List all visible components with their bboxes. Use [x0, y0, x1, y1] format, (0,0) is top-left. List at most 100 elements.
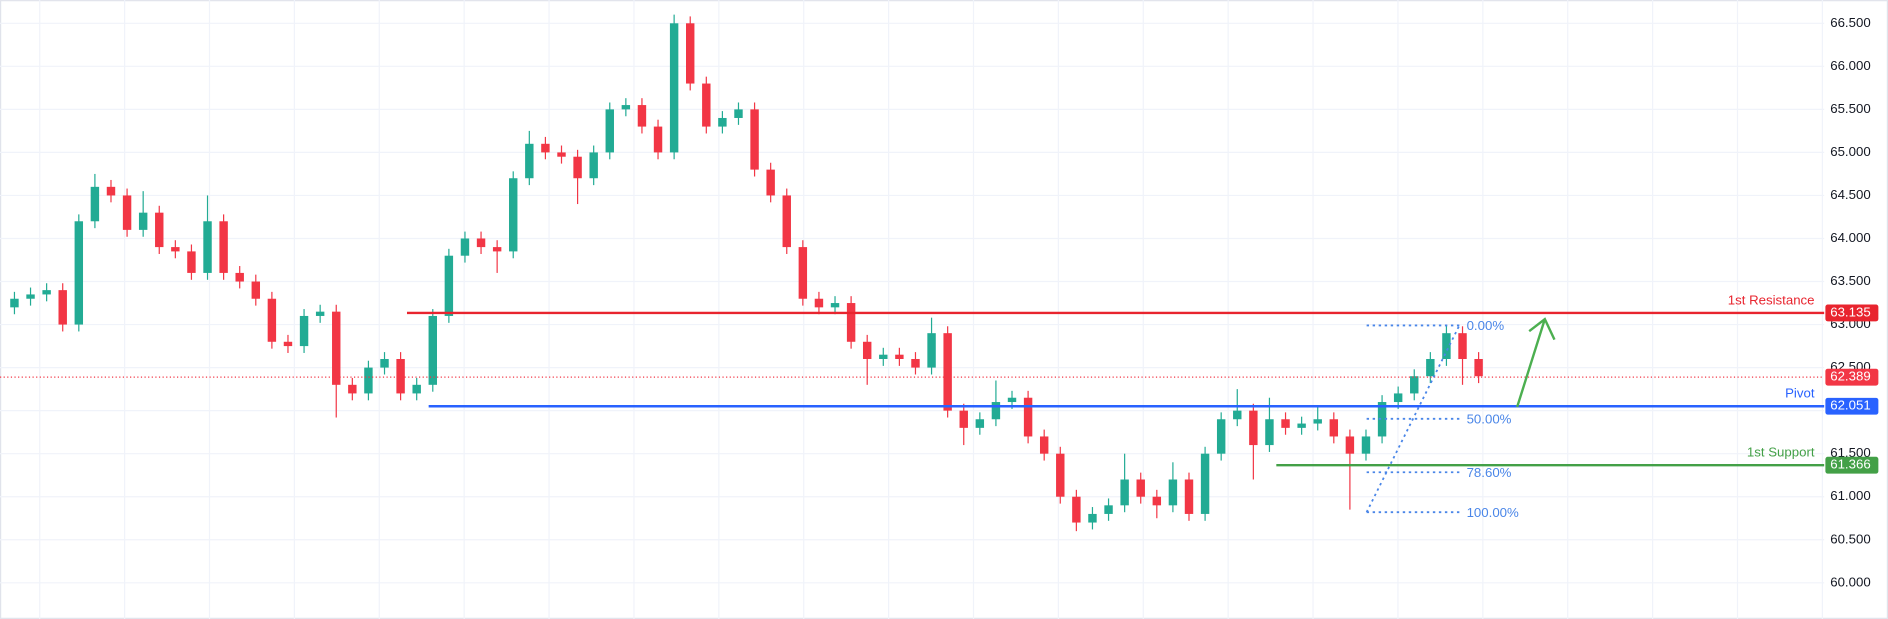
candle-body — [1023, 397, 1033, 437]
candle-body — [991, 402, 1001, 420]
candle-body — [1104, 505, 1113, 514]
plot: 1st Resistance Pivot 1st Support 0.00% 50.00… — [0, 14, 1825, 532]
level-name: Pivot — [1785, 386, 1815, 401]
y-tick-label: 63.500 — [1830, 273, 1870, 288]
candle-body — [187, 251, 196, 273]
y-tick-label: 60.000 — [1830, 574, 1870, 589]
candle-body — [315, 311, 325, 316]
fib-label: 0.00% — [1467, 318, 1505, 333]
candle-body — [235, 272, 244, 282]
level-tag — [1825, 456, 1879, 474]
candle-body — [1297, 423, 1306, 428]
candle-body — [605, 109, 614, 153]
candle-body — [1039, 436, 1049, 454]
candle-body — [766, 169, 775, 196]
candle-body — [557, 152, 566, 157]
candle-body — [412, 384, 421, 394]
y-tick-label: 66.000 — [1830, 58, 1870, 73]
candle-body — [927, 333, 936, 368]
candle-body — [830, 303, 840, 308]
candle-body — [862, 341, 872, 359]
candle-body — [750, 109, 759, 170]
candle-body — [895, 354, 904, 359]
candle-body — [267, 298, 277, 342]
candle-body — [814, 298, 824, 308]
candle-body — [74, 221, 84, 325]
candle-body — [1233, 410, 1242, 420]
candle-body — [203, 221, 212, 273]
candle-body — [106, 186, 116, 196]
candle-body — [90, 186, 100, 222]
candle-body — [718, 117, 727, 127]
candle-body — [1056, 453, 1065, 497]
candle-body — [1329, 419, 1339, 437]
candle-body — [492, 247, 502, 252]
projection-arrow — [1515, 317, 1556, 408]
candle-body — [26, 294, 35, 299]
candle-body — [959, 410, 968, 428]
candle-body — [251, 281, 261, 299]
candle-body — [1120, 479, 1129, 506]
candle-body — [541, 143, 550, 153]
fib-trend — [1365, 325, 1461, 513]
last-price-label: 62.389 — [1830, 369, 1870, 384]
candle-body — [1361, 436, 1371, 454]
grid — [0, 0, 1825, 619]
candle-body — [444, 255, 454, 316]
candle-body — [460, 238, 470, 256]
fib-label: 78.60% — [1467, 465, 1512, 480]
level-tag — [1825, 304, 1879, 322]
candle-body — [1136, 479, 1145, 497]
candle-body — [1007, 397, 1017, 403]
candle-body — [1442, 333, 1451, 359]
level-value: 62.051 — [1830, 398, 1870, 413]
candle-body — [348, 384, 357, 394]
price-axis: 60.00060.50061.00061.50062.00062.50063.0… — [1825, 15, 1879, 589]
candle-body — [1377, 402, 1387, 437]
fib-label: 50.00% — [1467, 412, 1512, 427]
candle-body — [1216, 419, 1226, 454]
candle-body — [1265, 419, 1274, 446]
candle-body — [364, 367, 373, 394]
candle-body — [734, 109, 743, 118]
candle-body — [669, 23, 679, 153]
level-value: 61.366 — [1830, 457, 1870, 472]
candle-body — [380, 358, 389, 368]
candle-body — [219, 221, 228, 273]
candle-body — [283, 341, 293, 347]
level-name: 1st Resistance — [1728, 292, 1815, 307]
candle-body — [58, 290, 67, 325]
candle-body — [943, 333, 952, 411]
candle-body — [702, 83, 711, 127]
candle-body — [621, 105, 631, 110]
candle-body — [396, 358, 405, 394]
candle-body — [122, 195, 132, 230]
candle-body — [1474, 358, 1483, 377]
y-tick-label: 61.500 — [1830, 445, 1870, 460]
candle-body — [42, 290, 51, 295]
candle-body — [1088, 513, 1097, 523]
y-tick-label: 60.500 — [1830, 531, 1870, 546]
candle-body — [10, 298, 19, 308]
candle-body — [1072, 496, 1081, 523]
candle-body — [1458, 333, 1467, 359]
candle-body — [1152, 496, 1162, 506]
candle-body — [846, 303, 856, 342]
candle-body — [155, 212, 164, 248]
candle-body — [1184, 479, 1194, 514]
candle-body — [798, 247, 808, 299]
candle-body — [1281, 419, 1290, 428]
candle-body — [653, 126, 663, 153]
candle-body — [299, 315, 309, 347]
candle-body — [573, 156, 582, 179]
candle-body — [1313, 419, 1322, 424]
candle-body — [1200, 453, 1210, 514]
candle-body — [1345, 436, 1355, 454]
candle-body — [589, 152, 598, 179]
level-value: 63.135 — [1830, 304, 1870, 319]
candle-body — [686, 23, 695, 84]
last-price-tag — [1825, 368, 1879, 386]
candle-body — [428, 315, 437, 385]
